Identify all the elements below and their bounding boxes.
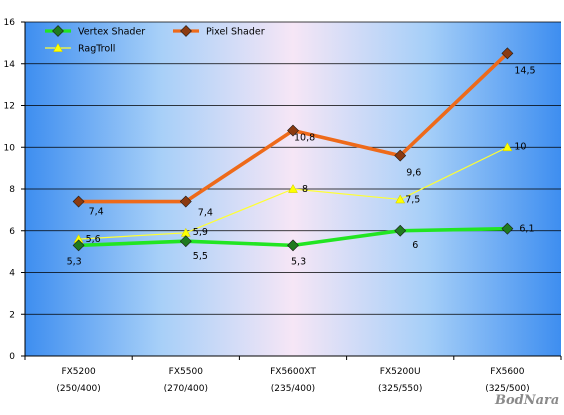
y-tick-label: 16 [4, 18, 16, 28]
x-category-label: FX5500 [169, 367, 204, 377]
legend: Vertex Shader Pixel Shader RagTroll [45, 25, 265, 55]
data-point-marker [179, 235, 192, 248]
data-label: 6 [412, 240, 418, 251]
data-point-marker [501, 47, 514, 60]
data-label: 10,8 [294, 133, 315, 144]
x-category-label: (235/400) [271, 384, 315, 394]
data-point-marker [501, 222, 514, 235]
data-point-marker [288, 183, 298, 193]
data-point-marker [72, 239, 85, 252]
x-category-label: (250/400) [56, 384, 100, 394]
data-label: 7,5 [405, 194, 420, 205]
data-point-marker [394, 149, 407, 162]
axes: 0 2 4 6 8 10 12 14 16 FX5200 (250/400) FX5500 (270/4… [4, 18, 562, 394]
legend-label: Vertex Shader [78, 27, 145, 38]
x-category-label: (270/400) [164, 384, 208, 394]
data-label: 7,4 [198, 208, 213, 219]
legend-label: RagTroll [78, 44, 115, 55]
x-category-label: FX5200U [380, 367, 421, 377]
x-category-label: (325/500) [485, 384, 529, 394]
series-vertex-shader [72, 222, 514, 252]
data-point-marker [287, 124, 299, 137]
y-tick-label: 10 [4, 143, 16, 153]
y-tick-label: 2 [9, 310, 15, 320]
gridlines [25, 21, 561, 315]
data-label: 5,9 [193, 227, 208, 238]
x-category-label: FX5600XT [270, 367, 316, 377]
data-point-marker [502, 142, 513, 152]
data-point-marker [72, 195, 85, 208]
x-category-label: FX5200 [61, 367, 96, 377]
series-pixel-shader [72, 47, 514, 208]
data-label: 5,3 [67, 256, 82, 267]
y-tick-label: 6 [9, 227, 15, 237]
y-tick-label: 0 [9, 352, 15, 362]
data-label: 10 [514, 141, 526, 152]
data-label: 5,5 [193, 251, 208, 262]
x-category-label: (325/550) [378, 384, 422, 394]
series [72, 47, 514, 252]
data-point-marker [180, 25, 192, 37]
data-label: 9,6 [406, 168, 421, 179]
y-tick-label: 12 [4, 102, 15, 112]
data-point-marker [53, 42, 63, 52]
data-point-marker [395, 194, 406, 204]
data-point-marker [287, 239, 299, 252]
data-label: 8 [302, 184, 308, 195]
data-point-marker [52, 25, 64, 37]
data-label: 5,6 [86, 234, 101, 245]
data-label: 14,5 [514, 65, 535, 76]
data-point-marker [394, 224, 407, 237]
legend-item-pixel-shader: Pixel Shader [173, 25, 265, 38]
legend-label: Pixel Shader [206, 27, 265, 38]
watermark: BodNara [494, 393, 559, 408]
y-tick-label: 8 [9, 185, 15, 195]
legend-item-ragtroll: RagTroll [45, 42, 115, 55]
data-label: 5,3 [291, 256, 306, 267]
data-label: 7,4 [89, 207, 104, 218]
data-label: 6,1 [519, 224, 534, 235]
y-tick-label: 14 [4, 60, 16, 70]
x-category-label: FX5600 [490, 367, 525, 377]
data-labels: 5,6 5,9 8 7,5 10 7,4 7,4 10,8 9,6 14,5 5,3 5,5 5,3 6 6… [67, 65, 536, 267]
y-tick-label: 4 [9, 269, 15, 279]
legend-item-vertex-shader: Vertex Shader [45, 25, 145, 38]
data-point-marker [179, 195, 192, 208]
